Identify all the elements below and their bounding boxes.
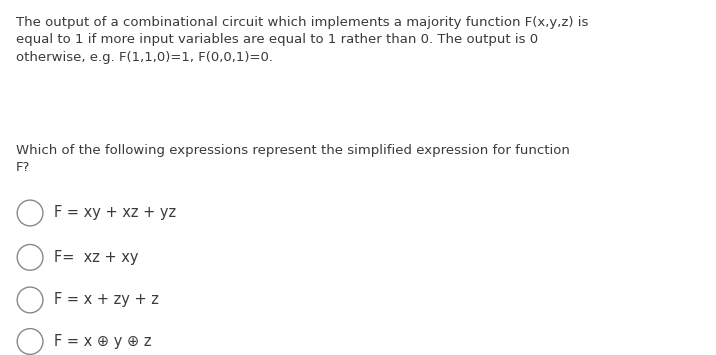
- Text: F = x ⊕ y ⊕ z: F = x ⊕ y ⊕ z: [54, 334, 151, 349]
- Text: The output of a combinational circuit which implements a majority function F(x,y: The output of a combinational circuit wh…: [16, 16, 588, 64]
- Text: F = xy + xz + yz: F = xy + xz + yz: [54, 206, 176, 220]
- Text: F = x + zy + z: F = x + zy + z: [54, 293, 158, 307]
- Text: F=  xz + xy: F= xz + xy: [54, 250, 138, 265]
- Text: Which of the following expressions represent the simplified expression for funct: Which of the following expressions repre…: [16, 144, 570, 174]
